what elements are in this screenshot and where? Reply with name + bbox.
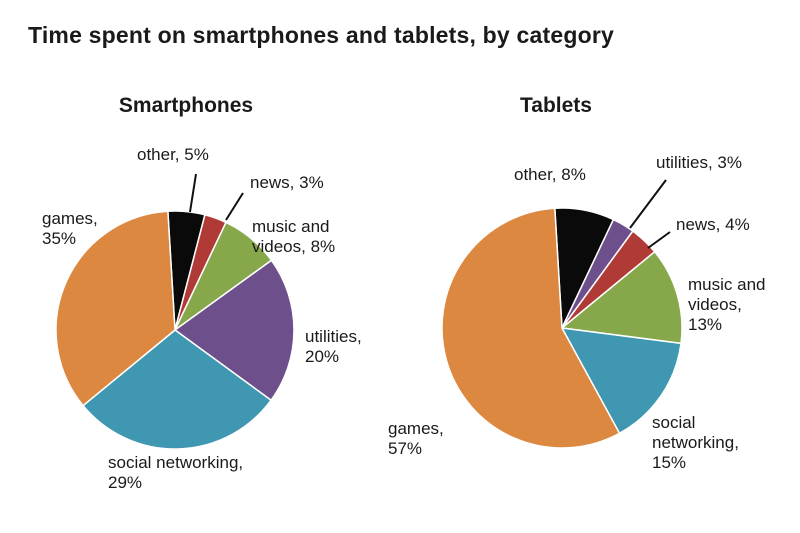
smartphones-leader-other (189, 173, 197, 213)
smartphones-label-games-line: 35% (42, 229, 76, 248)
smartphones-pie-group: Smartphones other, 5% news, 3% music and vi… (42, 94, 362, 492)
tablets-label-games-line: 57% (388, 439, 422, 458)
tablets-slice-social-networking (560, 327, 682, 435)
chart-title: Time spent on smartphones and tablets, b… (28, 22, 614, 48)
tablets-label-music-and-videos-line: 13% (688, 315, 722, 334)
smartphones-label-utilities-line: utilities, (305, 327, 362, 346)
smartphones-subtitle: Smartphones (119, 94, 253, 117)
tablets-label-other-line: other, 8% (514, 165, 586, 184)
tablets-label-social-networking-line: 15% (652, 453, 686, 472)
smartphones-label-other-line: other, 5% (137, 145, 209, 164)
smartphones-slice-games (55, 210, 176, 407)
smartphones-label-music-and-videos: music and videos, 8% (252, 217, 335, 256)
tablets-label-utilities-line: utilities, 3% (656, 153, 742, 172)
tablets-pie-group: Tablets other, 8% utilities, 3% news, 4% mu… (388, 94, 765, 472)
tablets-label-music-and-videos-line: videos, (688, 295, 742, 314)
tablets-label-games-line: games, (388, 419, 444, 438)
tablets-label-other: other, 8% (514, 165, 586, 184)
smartphones-label-social-networking: social networking, 29% (108, 453, 243, 492)
smartphones-label-utilities: utilities, 20% (305, 327, 362, 366)
smartphones-label-music-and-videos-line: videos, 8% (252, 237, 335, 256)
tablets-label-social-networking: social networking, 15% (652, 413, 739, 472)
tablets-slice-games (441, 207, 621, 449)
tablets-label-social-networking-line: social (652, 413, 695, 432)
tablets-label-games: games, 57% (388, 419, 444, 458)
tablets-label-music-and-videos-line: music and (688, 275, 765, 294)
tablets-subtitle: Tablets (520, 94, 592, 117)
tablets-leader-news (647, 231, 671, 249)
smartphones-label-other: other, 5% (137, 145, 209, 164)
tablets-label-utilities: utilities, 3% (656, 153, 742, 172)
smartphones-label-news-line: news, 3% (250, 173, 324, 192)
tablets-label-news: news, 4% (676, 215, 750, 234)
smartphones-leader-news (225, 192, 244, 221)
tablets-label-music-and-videos: music and videos, 13% (688, 275, 765, 334)
tablets-slice-music-and-videos (560, 250, 683, 345)
smartphones-label-news: news, 3% (250, 173, 324, 192)
smartphones-slice-utilities (173, 259, 295, 402)
tablets-label-news-line: news, 4% (676, 215, 750, 234)
smartphones-label-social-networking-line: 29% (108, 473, 142, 492)
tablets-leader-utilities (629, 179, 667, 229)
smartphones-label-games-line: games, (42, 209, 98, 228)
smartphones-label-utilities-line: 20% (305, 347, 339, 366)
smartphones-label-music-and-videos-line: music and (252, 217, 329, 236)
smartphones-label-social-networking-line: social networking, (108, 453, 243, 472)
tablets-label-social-networking-line: networking, (652, 433, 739, 452)
smartphones-slice-social-networking (82, 329, 273, 450)
smartphones-label-games: games, 35% (42, 209, 98, 248)
